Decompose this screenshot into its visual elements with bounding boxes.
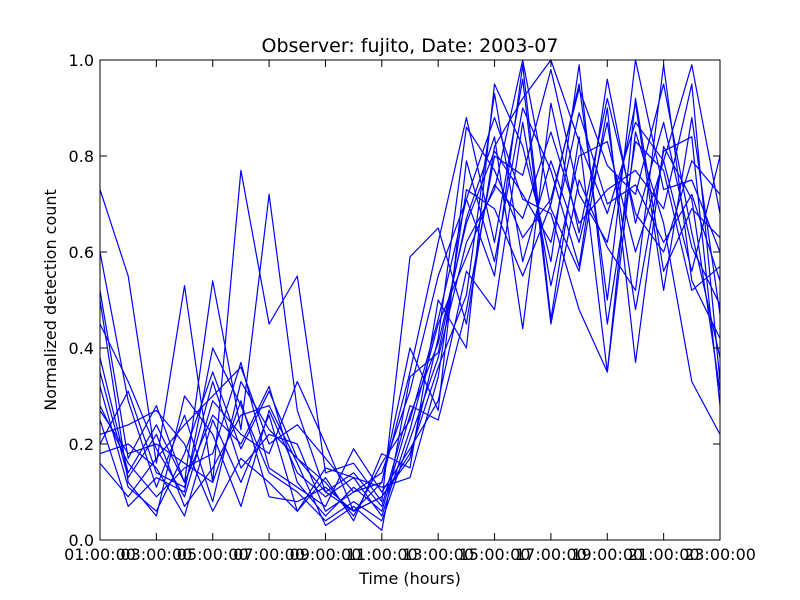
x-axis: 01:00:0003:00:0005:00:0007:00:0009:00:00…	[64, 60, 756, 564]
y-tick-label: 0.0	[69, 531, 94, 550]
x-tick-label: 01:00:00	[64, 545, 136, 564]
chart-title: Observer: fujito, Date: 2003-07	[262, 35, 559, 57]
y-tick-label: 0.2	[69, 435, 94, 454]
x-tick-label: 23:00:00	[684, 545, 756, 564]
x-tick-label: 21:00:00	[628, 545, 700, 564]
y-tick-label: 0.6	[69, 243, 94, 262]
x-tick-label: 07:00:00	[233, 545, 305, 564]
y-tick-label: 1.0	[69, 51, 94, 70]
series-line-4	[99, 59, 721, 522]
series-line-3	[99, 116, 721, 517]
series-line-9	[99, 97, 721, 532]
x-tick-label: 03:00:00	[120, 545, 192, 564]
series-group	[99, 59, 721, 532]
x-tick-label: 11:00:00	[346, 545, 418, 564]
series-line-6	[99, 64, 721, 507]
x-tick-label: 05:00:00	[177, 545, 249, 564]
series-line-15	[99, 112, 721, 517]
plot-frame	[99, 59, 721, 541]
series-line-5	[99, 59, 721, 517]
y-tick-label: 0.4	[69, 339, 94, 358]
x-tick-label: 09:00:00	[290, 545, 362, 564]
series-line-10	[99, 64, 721, 522]
series-line-14	[99, 92, 721, 512]
x-tick-label: 17:00:00	[515, 545, 587, 564]
x-tick-label: 15:00:00	[459, 545, 531, 564]
series-line-8	[99, 83, 721, 512]
x-tick-label: 13:00:00	[402, 545, 474, 564]
y-axis-label: Normalized detection count	[41, 189, 60, 411]
y-tick-label: 0.8	[69, 147, 94, 166]
series-line-7	[99, 68, 721, 507]
series-line-11	[99, 78, 721, 498]
x-axis-label: Time (hours)	[358, 569, 461, 588]
series-line-13	[99, 64, 721, 512]
y-axis: 0.0 0.2 0.4 0.6 0.8 1.0	[69, 51, 720, 550]
x-tick-label: 19:00:00	[571, 545, 643, 564]
